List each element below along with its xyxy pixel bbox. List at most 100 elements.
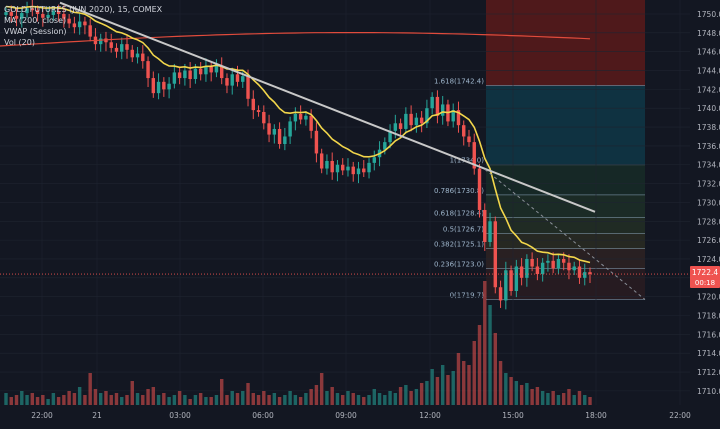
candle-body: [283, 136, 287, 145]
fib-zone: [486, 164, 645, 195]
candle-body: [561, 258, 566, 263]
candle-body: [556, 258, 561, 269]
volume-bar: [298, 397, 303, 405]
candle-body: [504, 270, 508, 301]
candle-body: [72, 23, 77, 28]
candle-body: [404, 113, 408, 129]
volume-bar: [146, 389, 150, 405]
fib-zone: [486, 233, 645, 249]
candle-body: [440, 104, 445, 116]
candle-body: [56, 11, 61, 14]
fib-level-label: 1.618(1742.4): [434, 78, 484, 86]
vwap-line: [5, 5, 591, 264]
symbol-label[interactable]: GOLD FUTURES (JUN 2020), 15, COMEX: [4, 5, 163, 14]
price-tick-label: 1738.0: [697, 123, 720, 132]
volume-bar: [535, 387, 540, 405]
volume-bar: [404, 385, 408, 405]
candle-body: [109, 42, 113, 48]
candle-body: [425, 108, 429, 124]
candle-body: [4, 12, 8, 15]
volume-bar: [267, 395, 271, 405]
time-tick-label: 21: [92, 411, 102, 420]
candle-body: [51, 11, 56, 15]
candle-body: [262, 111, 266, 124]
time-tick-label: 09:00: [335, 411, 357, 420]
volume-bar: [156, 395, 161, 405]
volume-bar: [435, 377, 440, 405]
volume-bar: [398, 387, 403, 405]
candle-body: [388, 130, 392, 143]
volume-bar: [504, 373, 508, 405]
candle-body: [483, 209, 487, 243]
volume-bar: [4, 393, 8, 405]
volume-bar: [483, 281, 487, 405]
volume-indicator-label[interactable]: Vol (20): [4, 38, 35, 47]
volume-bar: [135, 393, 140, 405]
volume-bar: [493, 333, 498, 405]
candle-body: [367, 162, 371, 173]
ma200-line: [0, 32, 591, 47]
candle-body: [514, 266, 519, 291]
volume-bar: [41, 395, 45, 405]
candle-body: [362, 168, 366, 173]
candle-body: [540, 262, 545, 275]
candle-body: [25, 8, 29, 14]
candle-body: [477, 168, 482, 210]
price-tick-label: 1716.0: [697, 330, 720, 339]
candle-body: [241, 76, 245, 82]
volume-bar: [304, 393, 308, 405]
volume-bar: [9, 397, 13, 405]
candle-body: [393, 123, 398, 131]
candle-body: [462, 125, 466, 137]
candle-body: [319, 153, 324, 169]
candle-body: [304, 115, 308, 120]
volume-bar: [314, 385, 319, 405]
volume-bar: [93, 389, 98, 405]
volume-bar: [440, 365, 445, 405]
candle-body: [430, 96, 434, 109]
ma-indicator-label[interactable]: MA (200, close): [4, 16, 67, 25]
fib-level-label: 0.618(1728.4): [434, 210, 484, 218]
candle-body: [183, 70, 187, 79]
volume-bar: [256, 395, 261, 405]
trend-line: [59, 1, 596, 213]
vwap-indicator-label[interactable]: VWAP (Session): [4, 27, 67, 36]
candle-body: [83, 21, 87, 26]
volume-bar: [83, 395, 87, 405]
price-tick-label: 1714.0: [697, 349, 720, 358]
volume-bar: [198, 393, 203, 405]
price-tick-label: 1750.0: [697, 10, 720, 19]
candle-body: [151, 78, 156, 94]
candle-body: [188, 70, 192, 80]
volume-bar: [125, 395, 129, 405]
candle-body: [251, 98, 255, 111]
volume-bar: [120, 397, 124, 405]
candle-body: [130, 49, 134, 58]
candle-body: [325, 160, 329, 169]
candle-body: [435, 96, 440, 116]
fib-zone: [486, 194, 645, 218]
candle-body: [398, 123, 403, 129]
volume-bar: [325, 391, 329, 405]
volume-bar: [235, 393, 240, 405]
candle-body: [493, 221, 498, 288]
volume-bar: [393, 393, 398, 405]
last-price-badge: [690, 266, 720, 289]
volume-bar: [51, 393, 56, 405]
volume-bar: [561, 393, 566, 405]
time-tick-label: 22:00: [669, 411, 691, 420]
candle-body: [588, 272, 592, 275]
candle-body: [451, 110, 455, 122]
candle-body: [525, 258, 529, 278]
volume-bar: [367, 395, 371, 405]
volume-bar: [430, 369, 434, 405]
fib-zone: [486, 248, 645, 269]
volume-bar: [351, 393, 355, 405]
candle-body: [456, 110, 461, 126]
candle-body: [419, 117, 424, 124]
candle-body: [35, 10, 40, 14]
candle-body: [41, 14, 45, 18]
time-tick-label: 12:00: [419, 411, 441, 420]
